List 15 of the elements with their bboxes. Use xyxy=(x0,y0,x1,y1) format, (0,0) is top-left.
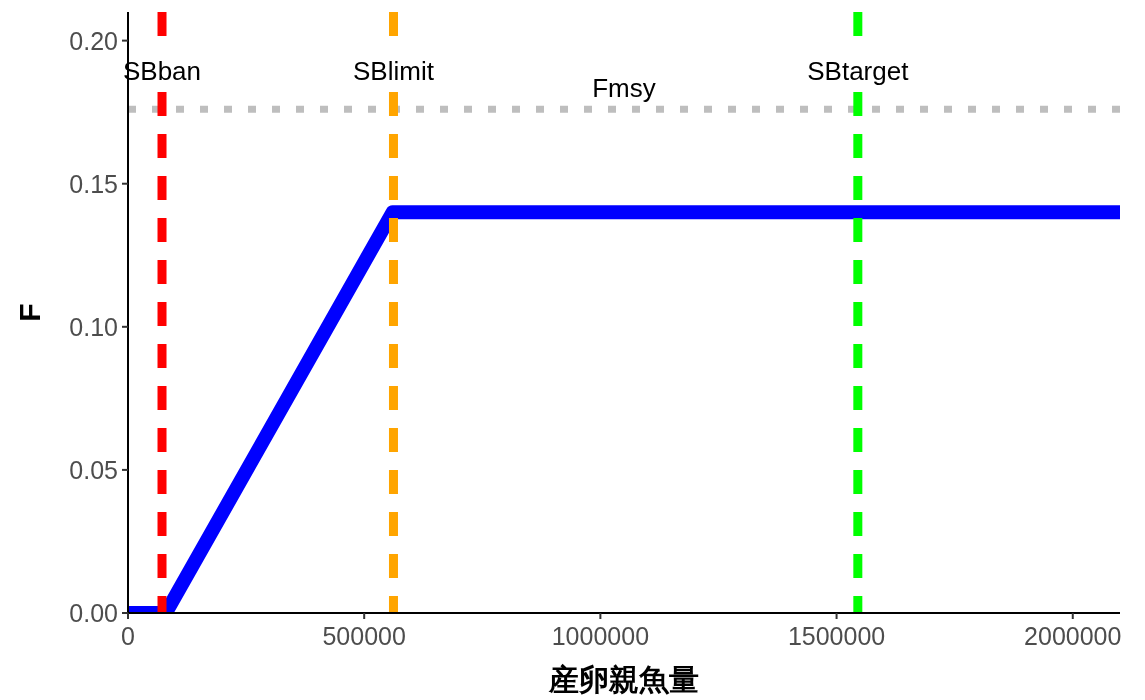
y-tick-label: 0.05 xyxy=(69,455,118,484)
x-axis-title: 産卵親魚量 xyxy=(548,663,699,696)
ref-line-label: SBlimit xyxy=(353,56,435,86)
y-tick-label: 0.10 xyxy=(69,312,118,341)
x-tick-label: 2000000 xyxy=(1024,622,1122,650)
x-tick-label: 0 xyxy=(121,622,135,650)
y-tick-label: 0.00 xyxy=(69,599,118,627)
x-tick-label: 1500000 xyxy=(787,622,886,650)
x-tick-label: 500000 xyxy=(322,622,406,650)
x-tick-label: 1000000 xyxy=(551,622,650,650)
ref-line-label: SBtarget xyxy=(807,56,910,86)
y-tick-label: 0.20 xyxy=(69,26,118,55)
ref-line-label: Fmsy xyxy=(592,73,656,104)
y-axis-title: F xyxy=(13,303,46,322)
y-tick-label: 0.15 xyxy=(69,169,118,198)
